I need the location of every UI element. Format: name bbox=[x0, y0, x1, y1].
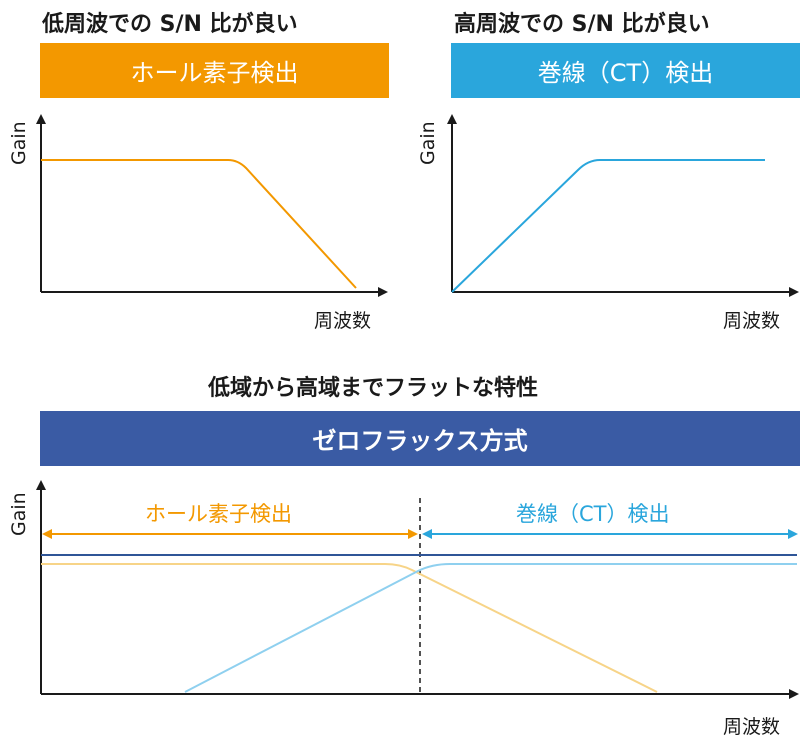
ct-winding-curve bbox=[451, 159, 765, 293]
zero-flux-banner: ゼロフラックス方式 bbox=[40, 411, 800, 466]
bottom-hall-curve bbox=[41, 563, 658, 693]
top-left-heading: 低周波での S/N 比が良い bbox=[42, 12, 298, 37]
hall-sensor-banner: ホール素子検出 bbox=[40, 43, 389, 98]
ct-winding-banner: 巻線（CT）検出 bbox=[451, 43, 800, 98]
bottom-ct-curve bbox=[184, 563, 797, 693]
bottom-x-axis-label: 周波数 bbox=[723, 716, 781, 738]
top-left-x-axis-label: 周波数 bbox=[314, 310, 372, 332]
top-left-axes bbox=[36, 114, 388, 297]
bottom-heading: 低域から高域までフラットな特性 bbox=[208, 376, 539, 401]
ct-winding-banner-label: 巻線（CT）検出 bbox=[537, 59, 714, 87]
top-right-axes bbox=[447, 114, 799, 297]
bottom-axes bbox=[36, 480, 799, 699]
hall-range-label: ホール素子検出 bbox=[145, 502, 292, 526]
zero-flux-banner-label: ゼロフラックス方式 bbox=[312, 427, 528, 455]
ct-range-label: 巻線（CT）検出 bbox=[516, 502, 670, 526]
hall-sensor-banner-label: ホール素子検出 bbox=[130, 59, 299, 87]
top-right-heading: 高周波での S/N 比が良い bbox=[454, 12, 710, 37]
hall-sensor-curve bbox=[41, 159, 357, 289]
top-right-x-axis-label: 周波数 bbox=[723, 310, 781, 332]
